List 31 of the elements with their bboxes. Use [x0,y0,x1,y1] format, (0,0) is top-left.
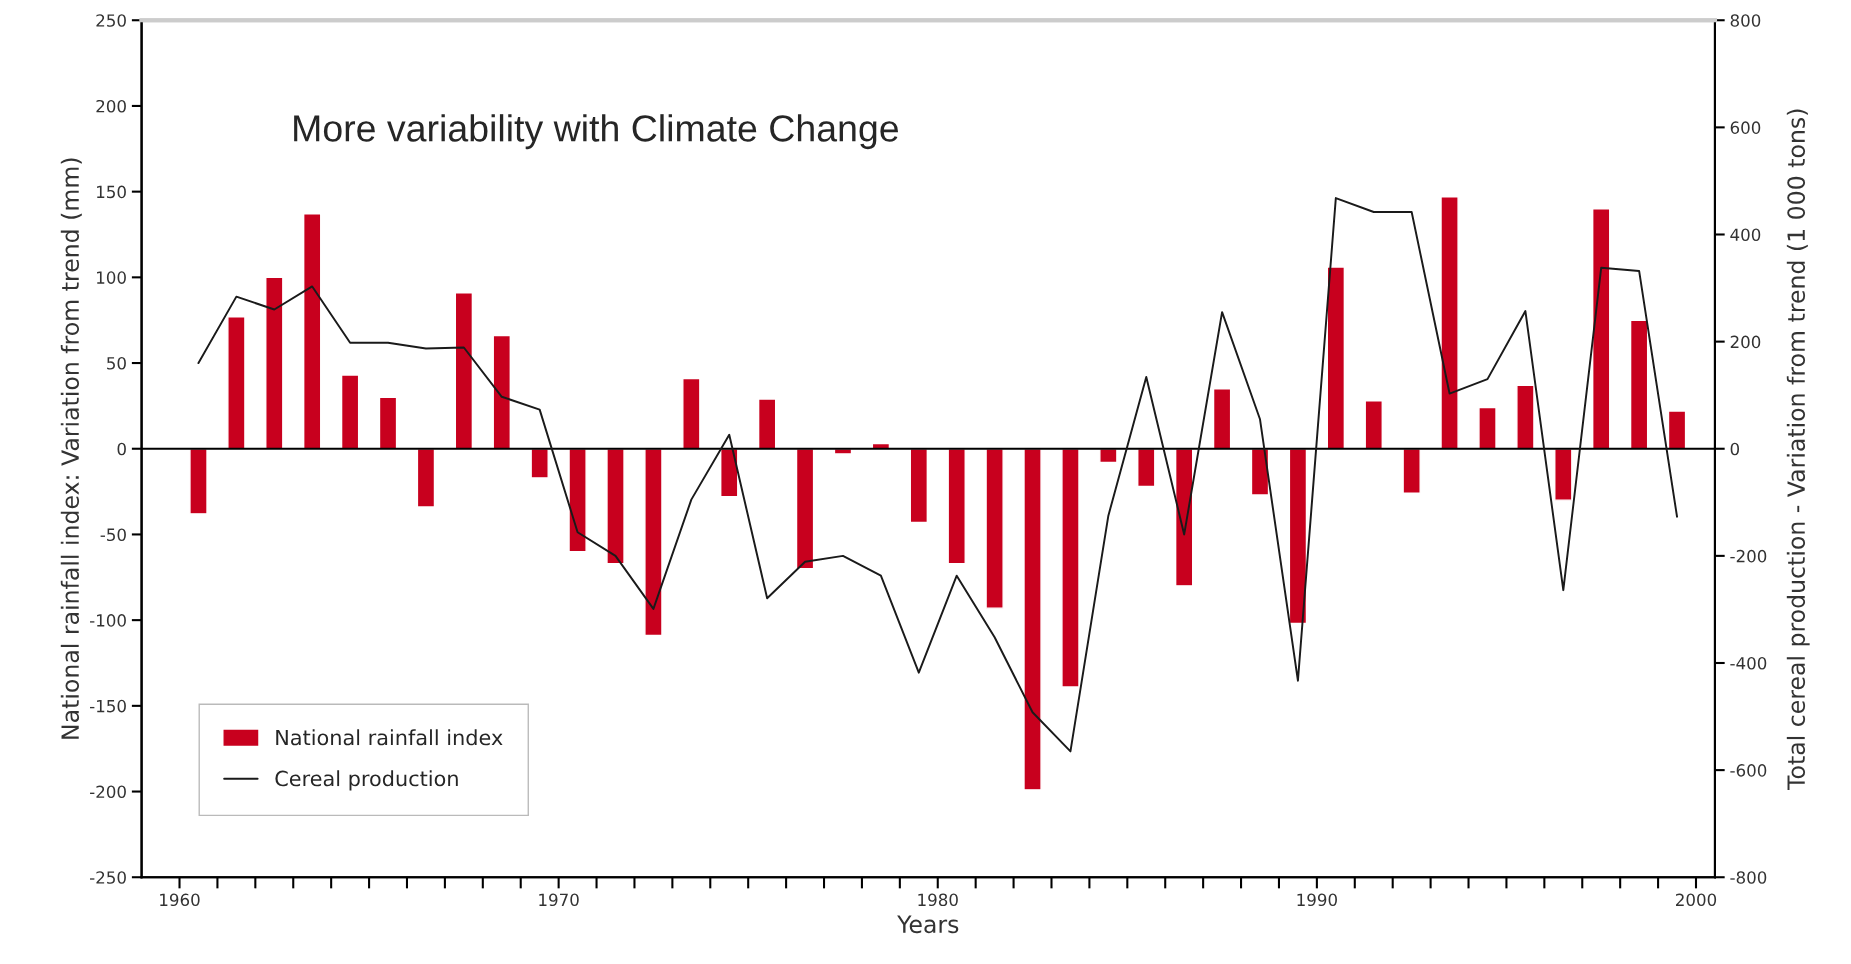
y2-tick-label: -600 [1730,764,1767,777]
x-tick-label: 1960 [160,893,200,907]
y-tick-label: -150 [90,699,126,713]
y-tick-label: -200 [90,785,126,799]
y2-tick-label: 400 [1730,228,1761,242]
y-tick-label: -50 [100,528,126,542]
x-tick-label: 1990 [1297,893,1337,907]
y2-tick-label: 0 [1730,442,1740,456]
x-tick-label: 2000 [1676,893,1717,907]
y-axis-title: National rainfall index: Variation from trend (mm) [60,158,82,739]
y-tick-label: 50 [107,357,126,370]
y-tick-label: 150 [97,185,126,199]
y-tick-label: 0 [117,442,126,456]
y2-tick-label: -400 [1730,656,1767,670]
y-tick-label: -100 [90,614,126,627]
y2-tick-label: 800 [1730,14,1761,27]
y-tick-label: 100 [97,271,126,284]
y-tick-label: -250 [90,871,126,884]
x-axis-title: Years [897,915,959,934]
y2-tick-label: -800 [1730,871,1767,884]
text: More variability with Climate Change [294,114,898,150]
y2-tick-label: 200 [1730,335,1761,349]
legend-label: National rainfall index [276,729,503,746]
y2-tick-label: 600 [1730,121,1761,134]
x-tick-label: 1970 [539,893,579,907]
y2-tick-label: -200 [1730,549,1767,563]
x-tick-label: 1980 [918,893,958,907]
y2-axis-title: Total cereal production - Variation from trend (1 000 tons) [1786,109,1810,790]
legend-label: Cereal production [275,770,458,791]
y-tick-label: 250 [96,14,126,27]
y-tick-label: 200 [96,99,126,113]
